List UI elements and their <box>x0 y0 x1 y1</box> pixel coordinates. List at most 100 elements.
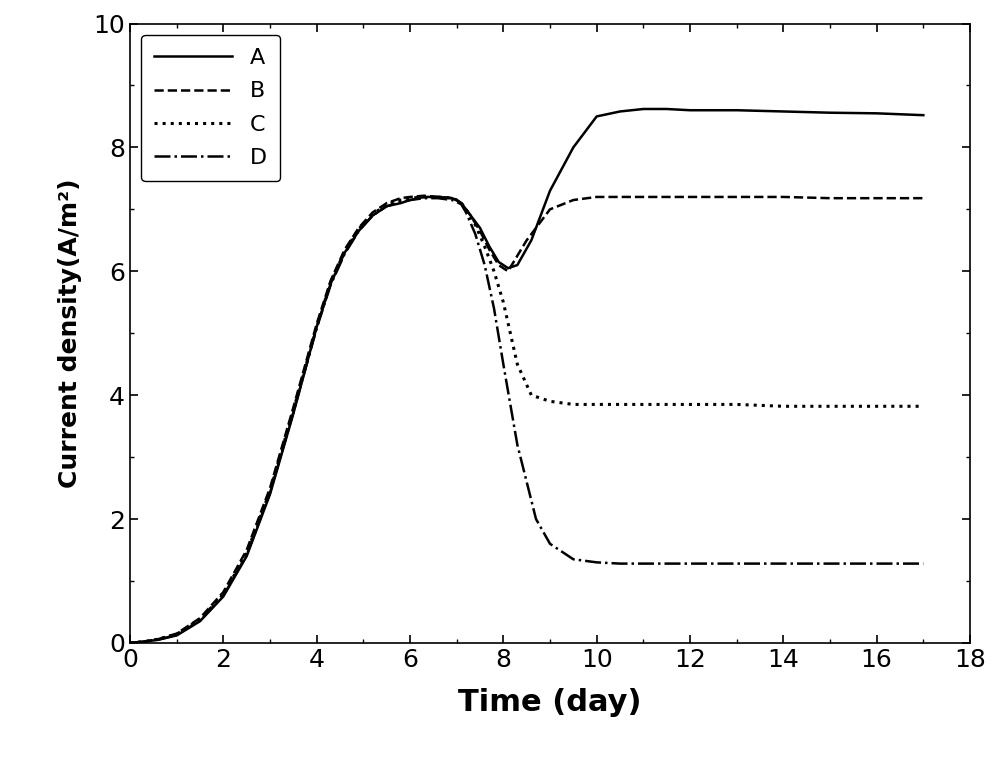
C <box>871 401 883 411</box>
C <box>479 241 491 251</box>
A <box>217 592 229 601</box>
C <box>152 634 164 644</box>
A <box>493 257 505 267</box>
C <box>637 400 649 409</box>
A <box>264 489 276 499</box>
Line: D: D <box>130 198 923 643</box>
B <box>367 208 379 217</box>
B <box>483 245 495 254</box>
A <box>777 107 789 116</box>
C <box>287 406 299 416</box>
D <box>311 324 323 333</box>
B <box>264 483 276 493</box>
D <box>194 616 206 626</box>
B <box>460 205 472 214</box>
D <box>138 637 150 646</box>
D <box>731 559 743 568</box>
C <box>418 192 430 201</box>
A <box>567 143 579 152</box>
D <box>637 559 649 568</box>
Legend: A, B, C, D: A, B, C, D <box>141 34 280 181</box>
D <box>460 208 472 217</box>
B <box>432 192 444 201</box>
B <box>418 191 430 201</box>
D <box>124 638 136 648</box>
C <box>684 400 696 409</box>
B <box>455 198 467 208</box>
C <box>367 209 379 219</box>
Y-axis label: Current density(A/m²): Current density(A/m²) <box>58 179 82 488</box>
Line: B: B <box>130 196 923 643</box>
C <box>353 224 365 234</box>
B <box>917 194 929 203</box>
D <box>241 550 253 560</box>
C <box>241 548 253 557</box>
D <box>451 198 463 207</box>
A <box>432 192 444 201</box>
D <box>171 630 183 640</box>
B <box>217 587 229 597</box>
A <box>418 192 430 201</box>
D <box>432 194 444 203</box>
B <box>287 403 299 412</box>
C <box>264 486 276 495</box>
D <box>469 230 481 239</box>
B <box>465 211 477 220</box>
B <box>353 223 365 233</box>
B <box>591 192 603 201</box>
D <box>287 408 299 417</box>
D <box>871 559 883 568</box>
C <box>432 192 444 201</box>
B <box>451 195 463 205</box>
C <box>544 397 556 406</box>
B <box>614 192 626 201</box>
D <box>497 359 509 369</box>
A <box>460 205 472 214</box>
A <box>404 195 416 205</box>
B <box>311 319 323 328</box>
C <box>525 390 537 400</box>
D <box>395 198 407 207</box>
C <box>469 220 481 230</box>
D <box>381 201 393 211</box>
A <box>871 109 883 118</box>
C <box>455 198 467 208</box>
D <box>217 591 229 601</box>
C <box>395 195 407 205</box>
D <box>479 260 491 270</box>
A <box>171 631 183 641</box>
D <box>488 303 500 313</box>
B <box>493 260 505 270</box>
B <box>521 235 533 245</box>
A <box>474 223 486 233</box>
D <box>418 194 430 203</box>
B <box>446 194 458 203</box>
A <box>525 235 537 245</box>
C <box>325 278 337 287</box>
B <box>325 276 337 285</box>
B <box>241 546 253 555</box>
A <box>502 263 514 273</box>
A <box>661 104 673 114</box>
A <box>339 248 351 257</box>
A <box>483 241 495 251</box>
D <box>824 559 836 568</box>
D <box>661 559 673 568</box>
D <box>152 635 164 644</box>
B <box>777 192 789 201</box>
D <box>404 195 416 205</box>
B <box>339 245 351 254</box>
A <box>138 637 150 646</box>
B <box>544 205 556 214</box>
A <box>311 322 323 332</box>
B <box>404 192 416 201</box>
D <box>917 559 929 568</box>
B <box>474 227 486 236</box>
A <box>194 616 206 626</box>
C <box>460 205 472 214</box>
D <box>325 280 337 289</box>
D <box>446 195 458 205</box>
B <box>871 194 883 203</box>
A <box>544 186 556 195</box>
C <box>497 298 509 307</box>
